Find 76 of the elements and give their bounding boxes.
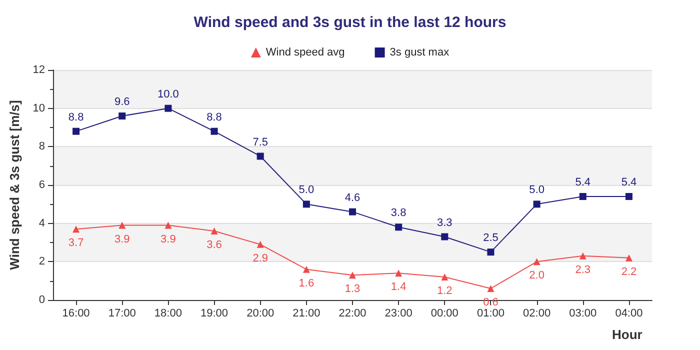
x-tick-label: 01:00 bbox=[476, 308, 504, 320]
point bbox=[302, 200, 310, 208]
x-tick-label: 22:00 bbox=[338, 308, 366, 320]
y-tick-label: 8 bbox=[38, 140, 45, 153]
x-tick-label: 04:00 bbox=[615, 308, 643, 320]
y-tick-label: 2 bbox=[38, 256, 45, 268]
data-label: 5.0 bbox=[298, 184, 314, 196]
y-tick-label: 0 bbox=[38, 294, 45, 306]
data-label: 2.3 bbox=[575, 264, 591, 276]
point bbox=[302, 266, 310, 273]
x-tick-label: 19:00 bbox=[200, 308, 228, 320]
point bbox=[441, 274, 448, 280]
data-label: 4.6 bbox=[344, 192, 360, 204]
x-tick-label: 23:00 bbox=[384, 308, 412, 320]
y-tick-label: 6 bbox=[38, 179, 45, 191]
point bbox=[164, 104, 172, 112]
x-tick-label: 18:00 bbox=[154, 308, 182, 320]
x-tick-label: 02:00 bbox=[523, 308, 551, 320]
data-label: 2.2 bbox=[621, 266, 637, 278]
point bbox=[395, 224, 402, 231]
x-tick-label: 21:00 bbox=[292, 308, 320, 320]
y-tick-label: 4 bbox=[38, 217, 45, 230]
point bbox=[533, 258, 540, 266]
point bbox=[72, 128, 80, 135]
point bbox=[625, 193, 632, 200]
point bbox=[349, 208, 356, 216]
data-label: 1.3 bbox=[344, 283, 360, 296]
data-label: 3.9 bbox=[160, 233, 176, 246]
point bbox=[256, 240, 264, 248]
point bbox=[118, 222, 126, 229]
y-axis-title: Wind speed & 3s gust [m/s] bbox=[7, 100, 22, 270]
data-label: 1.4 bbox=[390, 281, 406, 294]
point bbox=[256, 152, 264, 160]
chart-title: Wind speed and 3s gust in the last 12 hours bbox=[194, 14, 506, 31]
data-label: 3.7 bbox=[68, 237, 84, 250]
x-tick-label: 17:00 bbox=[108, 308, 136, 320]
point bbox=[72, 226, 80, 233]
x-tick-label: 00:00 bbox=[430, 308, 458, 320]
point bbox=[164, 222, 172, 229]
y-tick-label: 12 bbox=[32, 64, 45, 76]
point bbox=[487, 285, 494, 292]
data-label: 2.0 bbox=[529, 270, 544, 282]
data-label: 8.8 bbox=[68, 111, 84, 124]
point bbox=[395, 270, 402, 277]
legend-label: 3s gust max bbox=[390, 46, 450, 58]
point bbox=[441, 233, 448, 240]
x-tick-label: 20:00 bbox=[246, 308, 274, 320]
data-label: 2.9 bbox=[252, 252, 268, 264]
x-axis-title: Hour bbox=[612, 327, 642, 342]
data-label: 3.3 bbox=[437, 216, 452, 229]
x-tick-label: 03:00 bbox=[569, 308, 597, 320]
point bbox=[625, 254, 632, 262]
point bbox=[349, 272, 356, 279]
point bbox=[533, 200, 540, 208]
data-label: 10.0 bbox=[157, 88, 179, 100]
point bbox=[210, 128, 218, 135]
data-label: 1.2 bbox=[437, 285, 452, 297]
data-label: 5.0 bbox=[529, 184, 544, 196]
point bbox=[579, 252, 586, 260]
data-label: 3.6 bbox=[206, 239, 222, 251]
data-label: 3.9 bbox=[114, 233, 130, 246]
point bbox=[210, 228, 218, 234]
data-label: 9.6 bbox=[114, 96, 130, 108]
data-label: 7.5 bbox=[252, 136, 268, 148]
y-tick-label: 10 bbox=[32, 102, 45, 114]
x-tick-label: 16:00 bbox=[62, 308, 90, 320]
data-label: 3.8 bbox=[390, 207, 406, 220]
data-label: 5.4 bbox=[621, 176, 637, 188]
data-label: 8.8 bbox=[206, 111, 222, 124]
point bbox=[579, 193, 586, 200]
point bbox=[118, 112, 126, 120]
legend-label: Wind speed avg bbox=[266, 46, 345, 58]
data-label: 2.5 bbox=[483, 232, 498, 244]
point bbox=[487, 248, 494, 256]
data-label: 1.6 bbox=[298, 277, 314, 290]
data-label: 5.4 bbox=[575, 176, 591, 188]
